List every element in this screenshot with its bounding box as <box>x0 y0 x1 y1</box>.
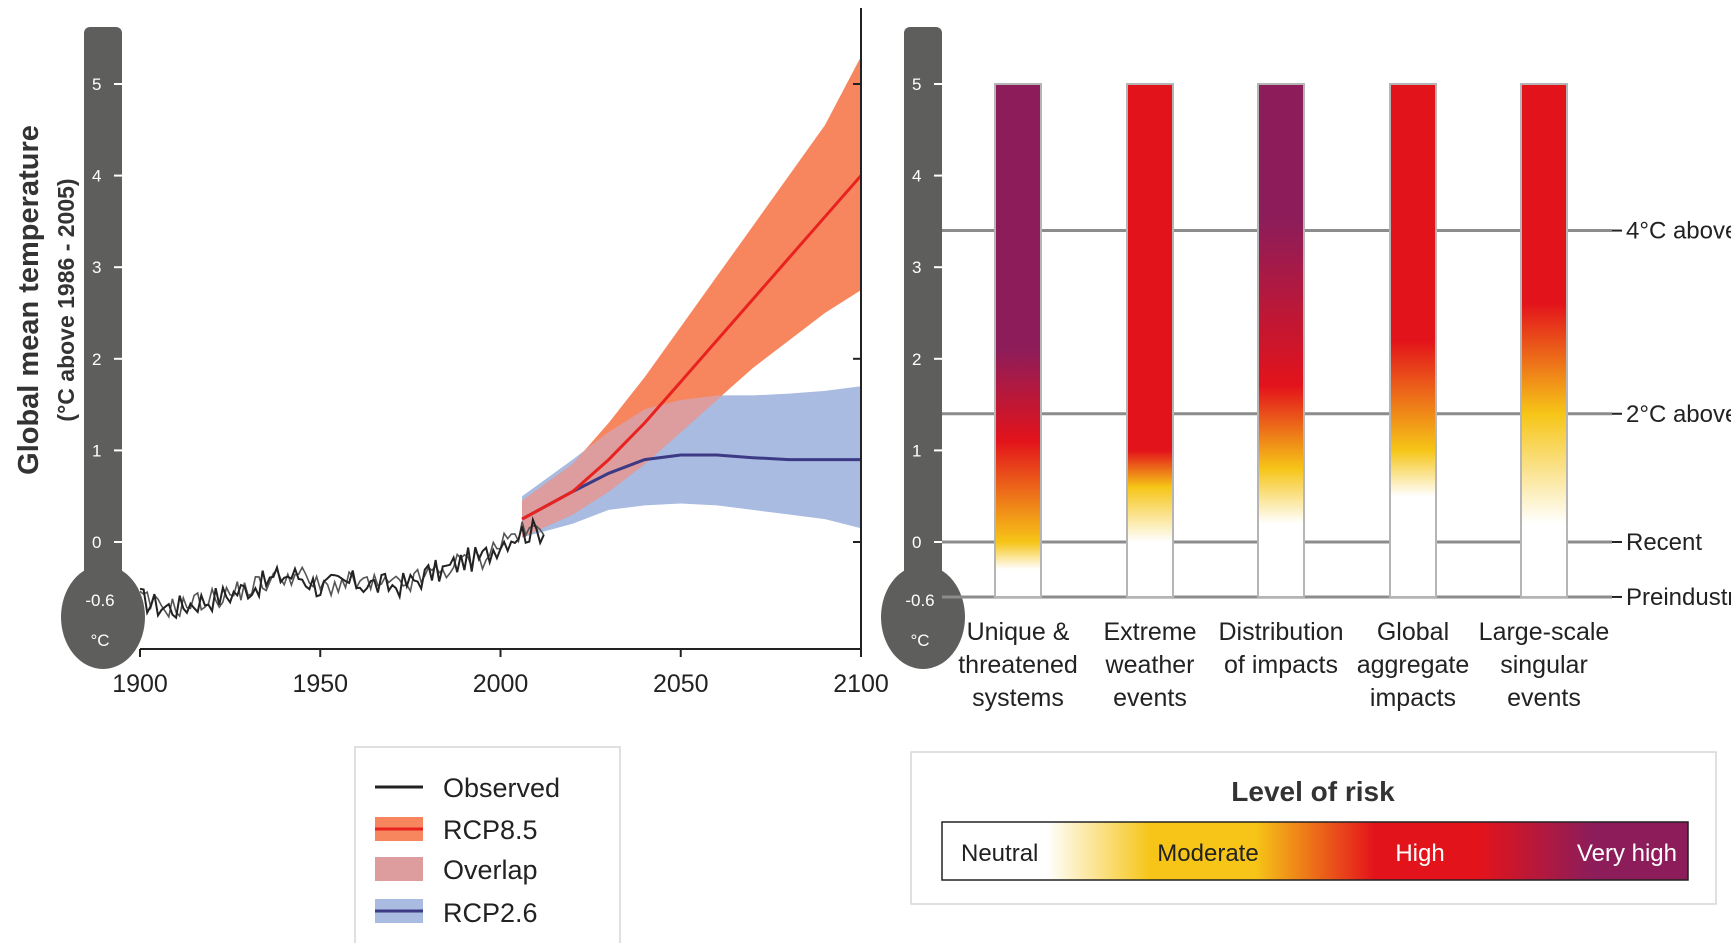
x-tick-label: 1900 <box>112 670 168 698</box>
thermometer-stem <box>84 27 122 617</box>
category-label: systems <box>972 684 1064 712</box>
y-tick-label: 2 <box>92 350 101 369</box>
y-axis-subtitle: (°C above 1986 - 2005) <box>53 178 79 421</box>
risk-legend-title: Level of risk <box>1231 776 1395 807</box>
category-label: Unique & <box>967 618 1070 646</box>
temperature-projection-chart: -0.6 °C 5 4 3 2 1 0 Global mean temperature (… <box>13 8 889 943</box>
y-tick-label: 0 <box>92 533 101 552</box>
x-tick-label: 2100 <box>833 670 889 698</box>
thermometer-bulb <box>61 565 145 669</box>
category-label: aggregate <box>1357 651 1470 679</box>
category-label: events <box>1113 684 1187 712</box>
y-axis-title: Global mean temperature <box>13 125 45 475</box>
category-label: Extreme <box>1103 618 1196 646</box>
y-tick-label: 1 <box>92 441 101 460</box>
risk-bar <box>1389 83 1437 598</box>
y-tick-label: 5 <box>912 75 921 94</box>
rcp26-mean-line <box>521 453 860 521</box>
risk-bar <box>994 83 1042 598</box>
x-tick-label: 1950 <box>292 670 348 698</box>
right-y-ticks: 5 4 3 2 1 0 <box>912 75 948 552</box>
bulb-value-label: -0.6 <box>85 591 114 610</box>
risk-bar <box>1126 83 1174 598</box>
right-thermometer: -0.6 °C <box>881 27 965 669</box>
category-label: Large-scale <box>1479 618 1610 646</box>
left-y-ticks: 5 4 3 2 1 0 <box>92 75 128 552</box>
legend-observed-label: Observed <box>443 773 560 803</box>
x-ticks: 1900 1950 2000 2050 2100 <box>112 83 889 698</box>
legend-rcp85-label: RCP8.5 <box>443 815 538 845</box>
rcp26-uncertainty-band <box>522 386 860 538</box>
plot-area <box>140 58 860 620</box>
y-tick-label: 0 <box>912 533 921 552</box>
y-tick-label: 4 <box>92 167 101 186</box>
risk-levels-chart: -0.6 °C 5 4 3 2 1 0 4°C above 2°C above Recent P… <box>881 27 1731 905</box>
risk-legend: Level of risk Neutral Moderate High Very… <box>910 751 1717 905</box>
bulb-unit-label: °C <box>90 631 109 650</box>
risk-label-moderate: Moderate <box>1157 840 1258 867</box>
reference-label: 2°C above <box>1626 401 1731 428</box>
reference-label: 4°C above <box>1626 218 1731 245</box>
risk-bar <box>1520 83 1568 598</box>
series-legend: Observed RCP8.5 Overlap RCP2.6 <box>354 746 621 943</box>
reference-label: Preindustrial <box>1626 584 1731 611</box>
legend-overlap-swatch <box>375 857 423 881</box>
category-label: of impacts <box>1224 651 1338 679</box>
risk-bars <box>994 83 1568 598</box>
category-label: Global <box>1377 618 1449 646</box>
reference-label: Recent <box>1626 529 1702 556</box>
category-label: events <box>1507 684 1581 712</box>
category-label: Distribution <box>1218 618 1343 646</box>
y-tick-label: 1 <box>912 441 921 460</box>
risk-label-neutral: Neutral <box>961 840 1038 867</box>
risk-gradient-scale <box>941 821 1689 881</box>
thermometer-stem <box>904 27 942 617</box>
bulb-value-label: -0.6 <box>905 591 934 610</box>
category-label: threatened <box>958 651 1078 679</box>
y-tick-label: 3 <box>92 258 101 277</box>
bulb-unit-label: °C <box>910 631 929 650</box>
risk-label-high: High <box>1395 840 1444 867</box>
reference-lines: 4°C above 2°C above Recent Preindustrial <box>942 218 1731 611</box>
category-label: singular <box>1500 651 1588 679</box>
observed-line <box>140 516 545 620</box>
risk-label-very-high: Very high <box>1577 840 1677 867</box>
x-tick-label: 2050 <box>653 670 709 698</box>
risk-bar <box>1257 83 1305 598</box>
y-tick-label: 3 <box>912 258 921 277</box>
category-labels: Unique & threatened systems Extreme weather e… <box>958 618 1609 712</box>
overlap-band <box>522 395 721 538</box>
y-tick-label: 5 <box>92 75 101 94</box>
y-tick-label: 2 <box>912 350 921 369</box>
rcp85-mean-line <box>521 174 860 521</box>
category-label: impacts <box>1370 684 1456 712</box>
y-tick-label: 4 <box>912 167 921 186</box>
legend-rcp26-label: RCP2.6 <box>443 898 538 928</box>
x-tick-label: 2000 <box>473 670 529 698</box>
category-label: weather <box>1105 651 1195 679</box>
legend-overlap-label: Overlap <box>443 855 538 885</box>
thermometer-bulb <box>881 565 965 669</box>
left-thermometer: -0.6 °C <box>61 27 145 669</box>
